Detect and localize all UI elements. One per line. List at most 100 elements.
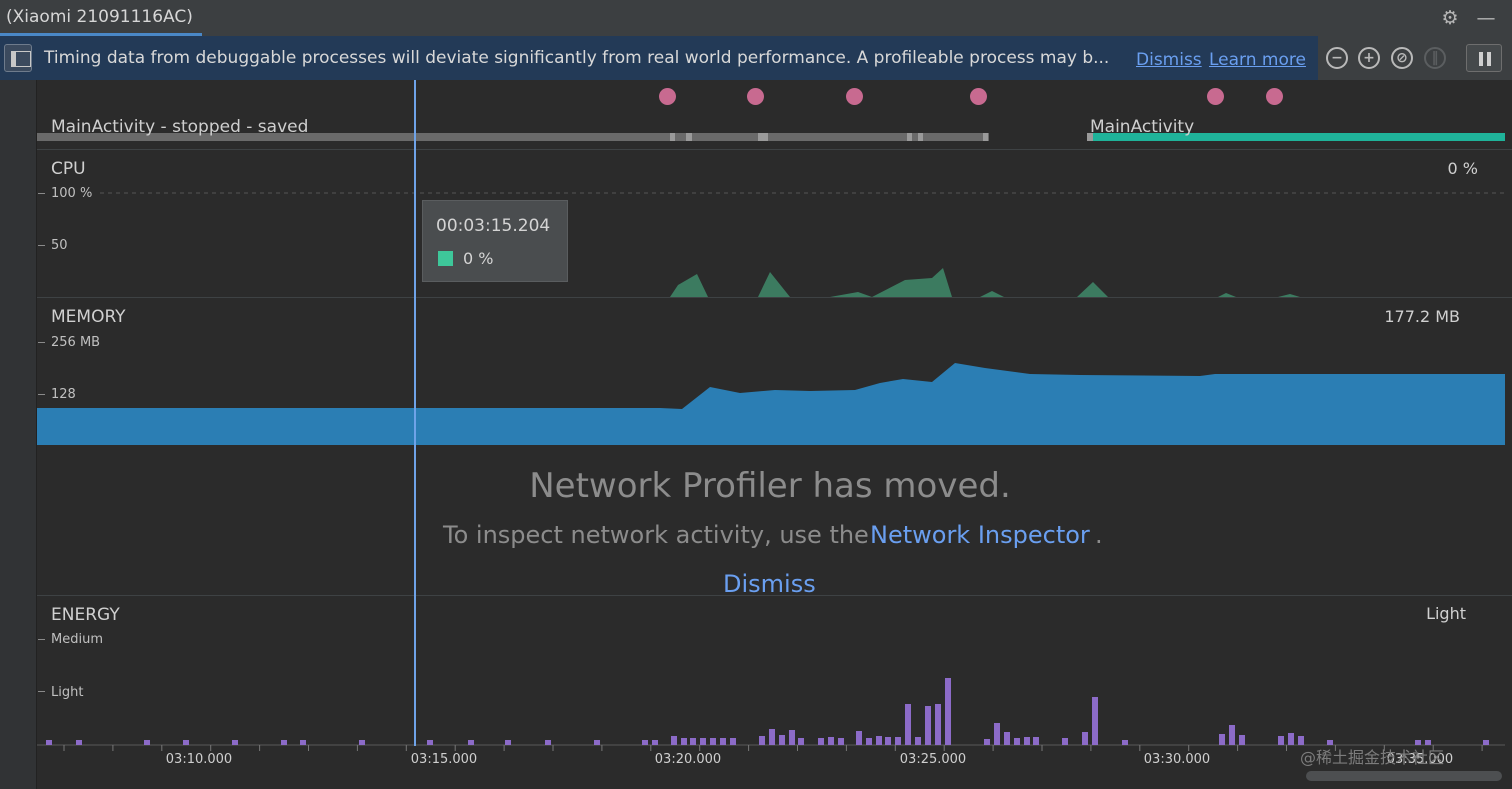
user-event-dot[interactable] [747,88,764,105]
energy-bar [700,738,706,745]
cpu-axis-mid: 50 [51,238,68,253]
energy-bar [994,723,1000,745]
memory-current-value: 177.2 MB [1384,307,1460,326]
user-event-dot[interactable] [1207,88,1224,105]
activity-bar-stopped[interactable] [37,133,989,141]
energy-bar [359,740,365,745]
energy-bar [690,738,696,745]
activity-label-active: MainActivity [1090,117,1195,137]
energy-bar [183,740,189,745]
memory-axis-mid: 128 [51,387,76,402]
energy-bar [1062,738,1068,745]
horizontal-scrollbar[interactable] [1306,771,1502,781]
pause-icon[interactable] [1466,44,1502,72]
energy-bar [828,737,834,745]
divider [37,149,1512,150]
energy-bar [1082,732,1088,745]
watermark: @稀土掘金技术社区 [1300,748,1445,767]
energy-bar [681,738,687,745]
energy-bar [1004,732,1010,745]
energy-bar [1229,725,1235,745]
energy-bar [652,740,658,745]
energy-bar [838,738,844,745]
network-dismiss-link[interactable]: Dismiss [723,570,816,598]
energy-bar [76,740,82,745]
axis-tick [38,245,45,246]
gear-icon[interactable]: ⚙ [1441,7,1459,29]
time-tick-label: 03:20.000 [654,752,722,767]
minus-icon[interactable]: — [1476,7,1496,29]
user-event-dot[interactable] [846,88,863,105]
profiler-controls: − + ⊘ ‖ [1318,36,1512,80]
tooltip-time: 00:03:15.204 [436,216,551,236]
energy-bar [935,704,941,745]
sidebar-toggle-icon[interactable] [4,44,32,72]
activity-marker [686,133,692,141]
network-moved-body: To inspect network activity, use the [443,521,869,549]
energy-bar [779,735,785,745]
zoom-in-icon[interactable]: + [1358,47,1380,69]
energy-bar [866,738,872,745]
energy-axis-light: Light [51,685,84,700]
energy-bar [1425,740,1431,745]
debuggable-warning-banner: Timing data from debuggable processes wi… [0,36,1318,80]
memory-usage-area [37,363,1505,445]
energy-bar [818,738,824,745]
energy-bar [468,740,474,745]
network-moved-period: . [1095,521,1103,549]
energy-axis-medium: Medium [51,632,103,647]
activity-marker [758,133,768,141]
user-event-dot[interactable] [659,88,676,105]
user-event-dot[interactable] [1266,88,1283,105]
time-tick-label: 03:15.000 [410,752,478,767]
energy-bar [1092,697,1098,745]
left-gutter [0,80,37,789]
cpu-axis-max: 100 % [51,186,93,201]
axis-tick [38,342,45,343]
energy-bar [895,737,901,745]
network-inspector-link[interactable]: Network Inspector [870,521,1090,549]
energy-bar [856,731,862,745]
divider [37,297,1512,298]
user-event-dot[interactable] [970,88,987,105]
energy-bar [876,736,882,745]
energy-bar [1033,737,1039,745]
reset-zoom-icon[interactable]: ⊘ [1391,47,1413,69]
energy-bar [1024,737,1030,745]
energy-bar [759,736,765,745]
energy-bar [1298,736,1304,745]
energy-bar [925,706,931,745]
tooltip-swatch [438,251,453,266]
energy-bar [594,740,600,745]
energy-bar [1288,733,1294,745]
energy-bar [915,737,921,745]
banner-dismiss-link[interactable]: Dismiss [1136,50,1202,70]
activity-marker [983,133,988,141]
tooltip-value: 0 % [463,249,494,268]
energy-bar [1239,735,1245,745]
network-moved-title: Network Profiler has moved. [529,466,1011,506]
energy-bar [1278,736,1284,745]
live-icon: ‖ [1424,47,1446,69]
energy-bar [46,740,52,745]
zoom-out-icon[interactable]: − [1326,47,1348,69]
energy-bar [984,739,990,745]
time-tick-label: 03:10.000 [165,752,233,767]
banner-message: Timing data from debuggable processes wi… [44,48,1110,68]
cpu-current-value: 0 % [1447,159,1478,178]
activity-marker [907,133,912,141]
energy-bar [769,729,775,745]
banner-learn-more-link[interactable]: Learn more [1209,50,1306,70]
activity-marker [1087,133,1093,141]
active-tab-indicator [0,33,202,36]
timeline-cursor[interactable] [414,80,416,746]
activity-bar-active[interactable] [1093,133,1505,141]
energy-bar [885,737,891,745]
energy-bar [232,740,238,745]
activity-label-stopped: MainActivity - stopped - saved [51,117,309,137]
energy-bar [144,740,150,745]
